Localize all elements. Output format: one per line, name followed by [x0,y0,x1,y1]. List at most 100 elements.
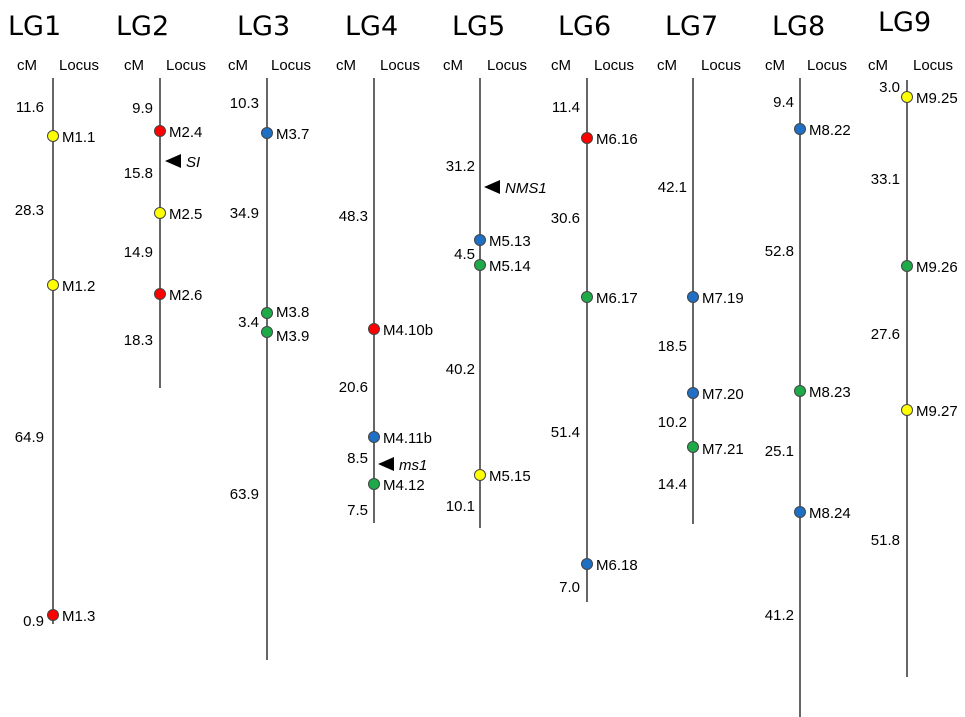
cm-header: cM [551,57,571,74]
marker-label: M6.17 [596,290,638,307]
marker-label: M2.6 [169,287,202,304]
distance-label: 63.9 [230,486,259,503]
marker-label: M1.2 [62,278,95,295]
distance-label: 11.6 [16,99,44,116]
marker-label: M5.14 [489,258,531,275]
marker-label: M9.27 [916,403,958,420]
distance-label: 3.0 [879,79,900,96]
marker-label: M6.18 [596,557,638,574]
linkage-group-lg1: LG1 cM Locus 11.6 28.3 64.9 0.9 M1.1 M1.… [8,11,99,630]
marker-label: M5.15 [489,468,531,485]
trait-arrow-icon [378,457,394,471]
distance-label: 10.2 [658,414,687,431]
lg-title: LG5 [452,11,505,42]
cm-header: cM [17,57,37,74]
marker-dot [47,279,59,291]
marker-label: M6.16 [596,131,638,148]
distance-label: 10.3 [230,95,259,112]
lg-title: LG9 [878,7,931,38]
marker-label: M9.26 [916,259,958,276]
marker-dot [687,291,699,303]
cm-header: cM [228,57,248,74]
distance-label: 4.5 [454,246,475,263]
cm-header: cM [765,57,785,74]
marker-dot [581,132,593,144]
lg-title: LG4 [345,11,398,42]
cm-header: cM [657,57,677,74]
distance-label: 8.5 [347,450,368,467]
marker-label: M7.20 [702,386,744,403]
marker-dot [154,288,166,300]
marker-label: M8.23 [809,384,851,401]
marker-label: M4.11b [383,430,432,447]
lg-title: LG6 [558,11,611,42]
distance-label: 9.9 [132,100,153,117]
distance-label: 31.2 [446,158,475,175]
distance-label: 18.3 [124,332,153,349]
marker-dot [581,558,593,570]
marker-dot [368,323,380,335]
marker-label: M2.4 [169,124,202,141]
distance-label: 33.1 [871,171,900,188]
linkage-group-lg3: LG3 cM Locus 10.3 34.9 3.4 63.9 M3.7 M3.… [228,11,311,660]
distance-label: 11.4 [552,99,580,116]
lg-title: LG2 [116,11,169,42]
lg-title: LG1 [8,11,61,42]
locus-header: Locus [807,57,847,74]
locus-header: Locus [166,57,206,74]
distance-label: 15.8 [124,165,153,182]
marker-dot [687,441,699,453]
trait-label: ms1 [399,457,427,474]
distance-label: 48.3 [339,208,368,225]
lg-title: LG8 [772,11,825,42]
linkage-group-lg6: LG6 cM Locus 11.4 30.6 51.4 7.0 M6.16 M6… [551,11,638,602]
marker-dot [901,260,913,272]
marker-label: M4.10b [383,322,433,339]
locus-header: Locus [59,57,99,74]
distance-label: 9.4 [773,94,794,111]
distance-label: 34.9 [230,205,259,222]
linkage-group-lg5: LG5 cM Locus 31.2 4.5 40.2 10.1 M5.13 M5… [443,11,547,528]
marker-dot [47,130,59,142]
distance-label: 27.6 [871,326,900,343]
locus-header: Locus [271,57,311,74]
marker-label: M7.19 [702,290,744,307]
marker-label: M8.24 [809,505,851,522]
locus-header: Locus [913,57,953,74]
marker-dot [154,125,166,137]
linkage-group-lg4: LG4 cM Locus 48.3 20.6 8.5 7.5 M4.10b M4… [336,11,433,523]
marker-dot [794,123,806,135]
cm-header: cM [443,57,463,74]
marker-dot [794,506,806,518]
locus-header: Locus [594,57,634,74]
linkage-group-lg2: LG2 cM Locus 9.9 15.8 14.9 18.3 M2.4 M2.… [116,11,206,388]
marker-dot [901,91,913,103]
linkage-group-lg7: LG7 cM Locus 42.1 18.5 10.2 14.4 M7.19 M… [657,11,744,524]
marker-dot [794,385,806,397]
distance-label: 10.1 [446,498,475,515]
marker-label: M7.21 [702,441,744,458]
distance-label: 52.8 [765,243,794,260]
marker-dot [474,259,486,271]
lg-title: LG7 [665,11,718,42]
distance-label: 7.0 [559,579,580,596]
marker-dot [261,326,273,338]
cm-header: cM [124,57,144,74]
distance-label: 51.8 [871,532,900,549]
marker-dot [474,234,486,246]
trait-arrow-icon [484,180,500,194]
distance-label: 51.4 [551,424,580,441]
marker-dot [261,127,273,139]
trait-label: SI [186,154,200,171]
marker-label: M1.3 [62,608,95,625]
distance-label: 28.3 [15,202,44,219]
locus-header: Locus [380,57,420,74]
linkage-group-lg8: LG8 cM Locus 9.4 52.8 25.1 41.2 M8.22 M8… [765,11,851,717]
distance-label: 30.6 [551,210,580,227]
distance-label: 14.4 [658,476,687,493]
distance-label: 3.4 [238,314,259,331]
distance-label: 40.2 [446,361,475,378]
marker-label: M8.22 [809,122,851,139]
distance-label: 64.9 [15,429,44,446]
distance-label: 18.5 [658,338,687,355]
